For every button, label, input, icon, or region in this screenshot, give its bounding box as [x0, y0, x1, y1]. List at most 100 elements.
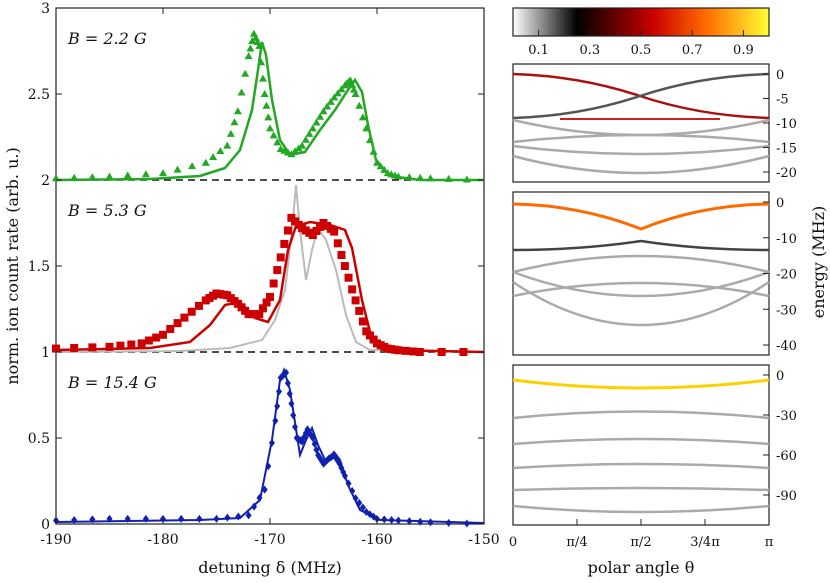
data-point-b-2-2-g — [380, 165, 389, 173]
data-point-b-2-2-g — [308, 124, 317, 132]
top-curve-3 — [512, 118, 770, 137]
y-tick-label: 2.5 — [28, 87, 50, 103]
energy-tick-label: -30 — [776, 303, 797, 318]
annotation-b2-2: B = 2.2 G — [67, 29, 147, 48]
data-point-b-2-2-g — [444, 174, 453, 182]
data-point-b-2-2-g — [346, 76, 355, 84]
colorbar-tick-label: 0.9 — [733, 43, 754, 58]
energy-tick-label: -20 — [776, 166, 797, 181]
data-point-b-2-2-g — [88, 173, 97, 181]
data-point-b-2-2-g — [376, 162, 385, 170]
data-point-b-15-4-g — [388, 516, 395, 525]
right-top-ticks: 0 -5 -10 -15 -20 — [763, 68, 797, 181]
angle-tick-label: π — [765, 535, 774, 550]
data-point-b-15-4-g — [395, 516, 402, 525]
data-point-b-5-3-g — [362, 327, 371, 336]
data-point-b-2-2-g — [298, 141, 307, 149]
mid-curve-hot — [512, 202, 770, 231]
colorbar-tick-label: 0.3 — [579, 43, 600, 58]
data-point-b-5-3-g — [137, 339, 146, 348]
data-point-b-2-2-g — [369, 147, 378, 155]
data-point-b-2-2-g — [405, 173, 414, 181]
data-point-b-5-3-g — [401, 346, 410, 355]
y-tick-label: 0.5 — [28, 431, 50, 447]
data-point-b-15-4-g — [245, 511, 252, 520]
left-plot: -190 -180 -170 -160 -150 0 0.5 1 1.5 2 2.5 3 B = 2.… — [3, 1, 500, 577]
top-curve-6 — [512, 154, 770, 175]
mid-curve-4 — [512, 281, 770, 298]
data-point-b-2-2-g — [226, 129, 235, 137]
data-point-b-2-2-g — [462, 175, 471, 183]
data-point-b-15-4-g — [261, 485, 268, 494]
data-point-b-2-2-g — [123, 171, 132, 179]
bot-curve-3 — [512, 437, 770, 446]
data-point-b-15-4-g — [284, 379, 291, 388]
data-point-b-2-2-g — [316, 112, 325, 120]
colorbar-tick-label: 0.5 — [631, 43, 652, 58]
grey-theory-curve — [55, 184, 485, 353]
annotation-b5-3: B = 5.3 G — [67, 201, 147, 220]
data-point-b-2-2-g — [365, 136, 374, 144]
bot-curve-5 — [512, 486, 770, 492]
data-point-b-5-3-g — [88, 343, 97, 352]
data-point-b-5-3-g — [144, 336, 153, 345]
x-tick-label: -170 — [254, 532, 285, 548]
data-point-b-5-3-g — [262, 298, 271, 307]
energy-tick-label: -15 — [776, 142, 797, 157]
angle-tick-label: π/4 — [566, 535, 587, 550]
right-mid-frame — [512, 191, 770, 356]
right-mid-ticks: 0 -10 -20 -30 -40 — [763, 196, 797, 354]
data-point-b-15-4-g — [417, 517, 424, 526]
data-point-b-5-3-g — [459, 348, 468, 356]
data-point-b-15-4-g — [196, 514, 203, 523]
data-point-b-15-4-g — [213, 514, 220, 523]
left-y-axis-label: norm. ion count rate (arb. u.) — [3, 147, 22, 384]
data-point-b-2-2-g — [273, 138, 282, 146]
data-point-b-2-2-g — [233, 107, 242, 115]
energy-tick-label: -30 — [776, 409, 797, 424]
data-point-b-5-3-g — [52, 344, 60, 353]
bot-curve-hot — [512, 378, 770, 390]
data-point-b-15-4-g — [283, 368, 290, 377]
data-point-b-2-2-g — [70, 173, 79, 181]
data-point-b-5-3-g — [344, 273, 353, 282]
data-point-b-2-2-g — [141, 170, 150, 178]
data-point-b-5-3-g — [437, 348, 446, 356]
data-point-b-15-4-g — [363, 507, 370, 516]
angle-tick-label: 0 — [509, 535, 517, 550]
data-point-b-5-3-g — [340, 262, 349, 270]
data-point-b-15-4-g — [356, 498, 363, 507]
annotation-b15-4: B = 15.4 G — [67, 373, 157, 392]
data-point-b-2-2-g — [244, 52, 253, 60]
y-tick-label: 2 — [41, 173, 50, 189]
data-point-b-5-3-g — [355, 306, 364, 315]
energy-tick-label: -10 — [776, 232, 797, 247]
data-point-b-2-2-g — [223, 141, 232, 149]
colorbar-tick-label: 0.1 — [528, 43, 549, 58]
data-point-b-2-2-g — [373, 158, 381, 166]
top-curve-4 — [512, 133, 770, 144]
data-point-b-15-4-g — [272, 416, 279, 425]
data-point-b-15-4-g — [288, 399, 295, 408]
top-curve-5 — [512, 144, 770, 156]
data-point-b-5-3-g — [187, 307, 196, 316]
data-point-b-5-3-g — [337, 250, 346, 259]
data-point-b-2-2-g — [216, 147, 225, 155]
y-tick-label: 1 — [41, 345, 50, 361]
data-point-b-2-2-g — [351, 90, 360, 97]
data-point-b-15-4-g — [256, 493, 263, 502]
data-point-b-5-3-g — [283, 226, 292, 235]
right-bot-panel: 0 -30 -60 -90 0 π/4 π/2 3/4π π polar angle θ — [509, 364, 797, 577]
data-point-b-15-4-g — [89, 515, 96, 524]
data-point-b-5-3-g — [358, 317, 367, 326]
data-point-b-2-2-g — [264, 113, 273, 121]
x-tick-label: -190 — [40, 532, 71, 548]
energy-tick-label: -10 — [776, 117, 797, 132]
left-x-axis-label: detuning δ (MHz) — [198, 558, 341, 577]
data-point-b-2-2-g — [260, 90, 269, 97]
data-point-b-2-2-g — [269, 131, 278, 139]
data-point-b-15-4-g — [290, 411, 297, 420]
right-x-axis-label: polar angle θ — [588, 558, 695, 577]
colorbar-ticks: 0.1 0.3 0.5 0.7 0.9 — [528, 30, 754, 58]
